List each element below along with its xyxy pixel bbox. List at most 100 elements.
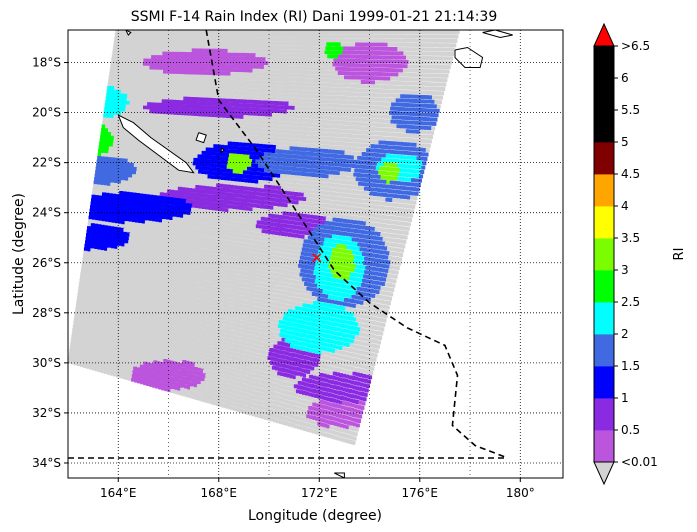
rain-cell: [339, 95, 344, 100]
rain-cell: [140, 142, 145, 146]
rain-cell: [253, 187, 258, 192]
rain-cell: [226, 71, 231, 76]
rain-cell: [174, 126, 179, 131]
rain-cell: [172, 178, 177, 183]
rain-cell: [104, 103, 109, 108]
rain-cell: [128, 177, 133, 182]
rain-cell: [350, 215, 355, 220]
rain-cell: [414, 151, 419, 156]
rain-cell: [190, 37, 194, 42]
rain-cell: [373, 118, 378, 123]
rain-cell: [145, 91, 150, 96]
rain-cell: [272, 128, 277, 133]
rain-cell: [241, 87, 246, 92]
rain-cell: [237, 162, 242, 166]
rain-cell: [102, 214, 107, 219]
rain-cell: [297, 41, 302, 46]
rain-cell: [328, 83, 332, 87]
rain-cell: [349, 172, 354, 177]
rain-cell: [255, 92, 259, 97]
rain-cell: [221, 156, 226, 161]
rain-cell: [330, 70, 335, 75]
rain-cell: [279, 93, 284, 98]
rain-cell: [267, 100, 272, 105]
rain-cell: [377, 101, 382, 106]
rain-cell: [246, 170, 251, 175]
rain-cell: [108, 75, 113, 80]
rain-cell: [181, 149, 186, 154]
rain-cell: [280, 202, 285, 207]
rain-cell: [197, 208, 202, 213]
rain-cell: [415, 174, 420, 178]
rain-cell: [119, 143, 124, 148]
rain-cell: [255, 108, 260, 112]
rain-cell: [191, 108, 196, 113]
rain-cell: [264, 45, 269, 50]
rain-cell: [237, 72, 242, 77]
rain-cell: [224, 196, 228, 201]
rain-cell: [360, 50, 365, 55]
rain-cell: [359, 84, 364, 89]
rain-cell: [404, 90, 409, 94]
rain-cell: [296, 179, 301, 184]
rain-cell: [261, 61, 266, 66]
rain-cell: [359, 160, 364, 165]
rain-cell: [95, 213, 100, 218]
rain-cell: [164, 223, 169, 228]
rain-cell: [286, 207, 291, 212]
rain-cell: [427, 56, 432, 60]
rain-cell: [115, 100, 120, 105]
rain-cell: [389, 123, 394, 128]
rain-cell: [266, 124, 271, 129]
rain-cell: [101, 149, 106, 154]
rain-cell: [334, 209, 339, 214]
rain-cell: [130, 203, 135, 208]
rain-cell: [210, 230, 215, 234]
rain-cell: [298, 90, 302, 94]
rain-cell: [265, 112, 269, 117]
rain-cell: [194, 188, 199, 193]
rain-cell: [95, 191, 100, 196]
rain-cell: [238, 142, 242, 147]
rain-cell: [347, 138, 352, 143]
rain-cell: [381, 97, 386, 102]
rain-cell: [292, 81, 297, 86]
rain-cell: [254, 131, 259, 136]
rain-cell: [147, 30, 152, 34]
rain-cell: [422, 47, 427, 52]
rain-cell: [147, 76, 152, 81]
rain-cell: [356, 216, 361, 221]
rain-cell: [295, 69, 300, 74]
rain-cell: [126, 72, 131, 77]
rain-cell: [269, 226, 274, 231]
rain-cell: [323, 149, 328, 153]
rain-cell: [160, 44, 164, 49]
rain-cell: [195, 220, 200, 224]
rain-cell: [341, 210, 346, 215]
rain-cell: [367, 230, 371, 235]
rain-cell: [346, 34, 351, 39]
rain-cell: [105, 96, 110, 101]
rain-cell: [368, 109, 373, 114]
rain-cell: [307, 143, 312, 148]
rain-cell: [167, 40, 172, 45]
rain-cell: [180, 51, 185, 56]
rain-cell: [153, 128, 158, 133]
rain-cell: [381, 114, 386, 119]
rain-cell: [133, 145, 138, 149]
rain-cell: [367, 213, 372, 218]
rain-cell: [366, 204, 371, 209]
rain-cell: [211, 210, 215, 215]
rain-cell: [179, 194, 184, 199]
rain-cell: [179, 156, 184, 161]
rain-cell: [173, 92, 178, 97]
rain-cell: [263, 152, 268, 157]
rain-cell: [149, 44, 154, 49]
rain-cell: [221, 121, 225, 126]
rain-cell: [118, 172, 123, 177]
rain-cell: [339, 188, 344, 193]
rain-cell: [287, 73, 292, 78]
rain-cell: [384, 242, 389, 246]
rain-cell: [415, 47, 420, 52]
